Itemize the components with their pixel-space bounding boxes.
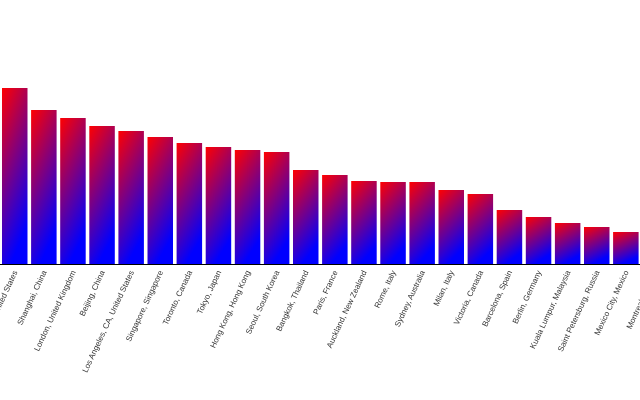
bar-21 [613,232,639,264]
x-tick-label-3: Beijing, China [78,269,107,318]
x-tick-label-18: Berlin, Germany [511,269,544,325]
x-tick-label-10: Bangkok, Thailand [274,269,310,333]
bar-2 [60,118,86,264]
bar-1 [31,110,57,264]
bar-7 [205,147,232,264]
bar-12 [351,181,377,264]
x-tick-label-6: Toronto, Canada [161,269,194,327]
bar-17 [496,210,523,264]
bar-14 [409,182,435,264]
bar-5 [147,137,173,264]
x-tick-label-11: Paris, France [311,269,339,316]
bar-0 [2,88,28,264]
x-tick-label-17: Barcelona, Spain [480,269,514,328]
bar-4 [118,131,144,264]
bar-3 [89,126,115,264]
x-tick-label-4: Los Angeles, CA, United States [81,269,136,374]
x-tick-label-15: Milan, Italy [432,269,456,307]
bar-18 [525,217,552,264]
x-tick-label-7: Tokyo, Japan [195,269,223,316]
bar-9 [263,152,290,264]
bar-10 [293,170,319,264]
bar-13 [380,182,406,264]
x-tick-label-13: Rome, Italy [373,269,398,309]
bar-20 [584,227,610,264]
bar-6 [176,143,203,264]
bars-group [2,88,639,264]
bar-16 [467,194,494,264]
x-tick-label-1: Shanghai, China [16,269,49,327]
x-tick-label-16: Victoria, Canada [452,269,485,327]
bar-19 [554,223,581,264]
bar-8 [234,150,261,264]
x-tick-label-14: Sydney, Australia [393,269,427,329]
bar-15 [438,190,464,264]
x-tick-label-0: New York, United States [0,269,20,351]
bar-11 [322,175,348,264]
